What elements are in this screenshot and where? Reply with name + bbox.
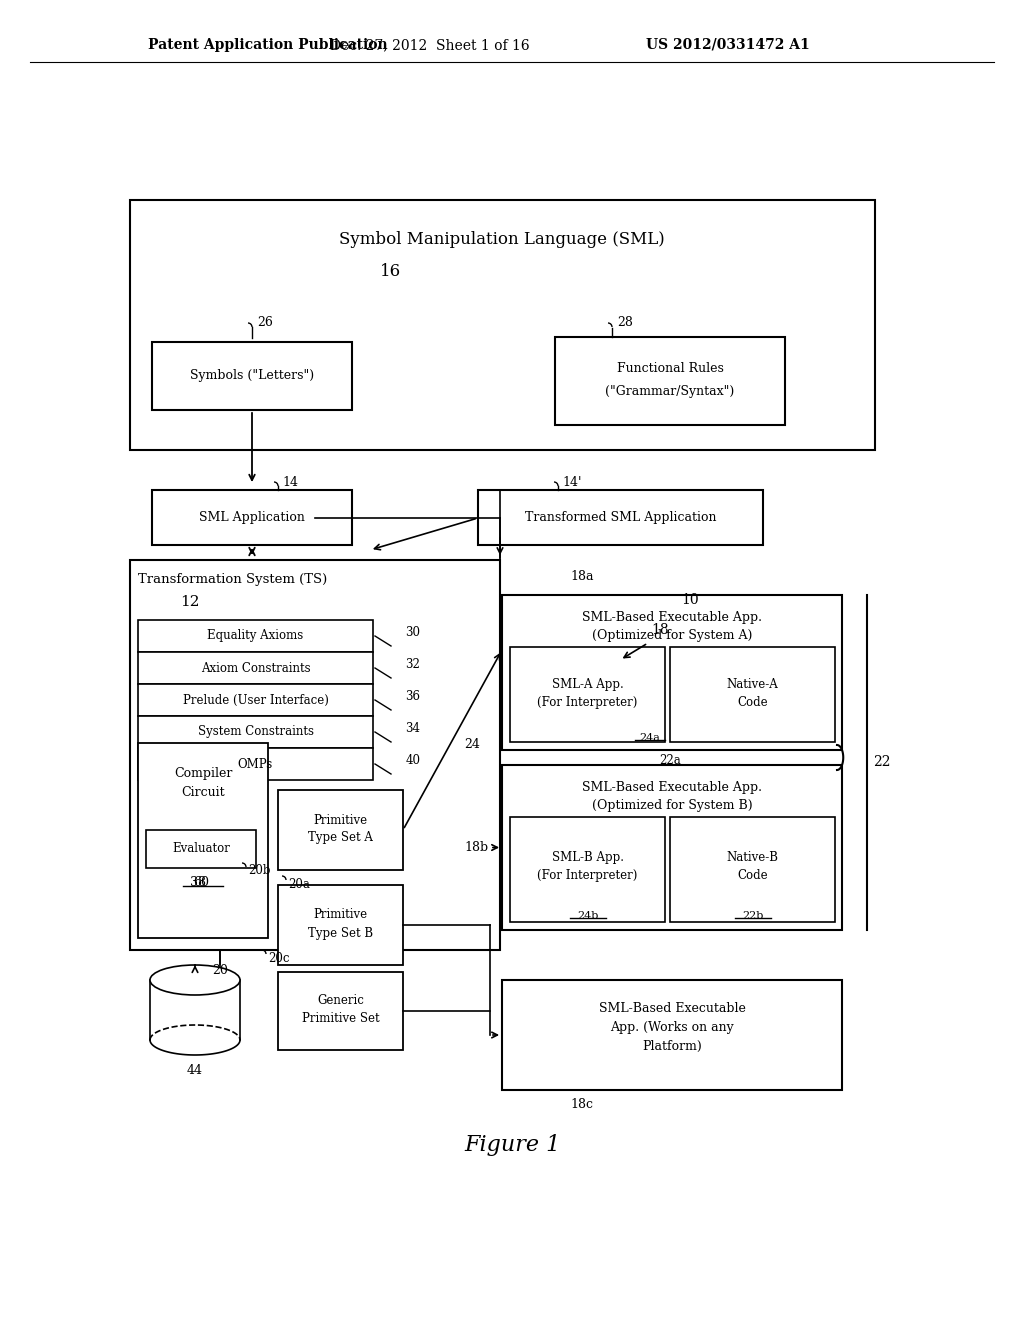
Text: (Optimized for System A): (Optimized for System A) <box>592 628 753 642</box>
Text: 24b: 24b <box>577 911 598 921</box>
Text: 28: 28 <box>617 317 633 330</box>
Text: 22: 22 <box>873 755 891 770</box>
Bar <box>670 817 835 921</box>
Text: 32: 32 <box>406 657 421 671</box>
Bar <box>670 647 835 742</box>
Text: Figure 1: Figure 1 <box>464 1134 560 1156</box>
Bar <box>152 490 352 545</box>
Text: 30: 30 <box>406 626 421 639</box>
Text: 24: 24 <box>464 738 480 751</box>
Text: 20b: 20b <box>248 865 270 878</box>
Bar <box>502 595 842 750</box>
Text: Transformation System (TS): Transformation System (TS) <box>138 573 328 586</box>
Bar <box>502 766 842 931</box>
Text: 34: 34 <box>406 722 421 734</box>
Text: (For Interpreter): (For Interpreter) <box>538 869 638 882</box>
Text: 20a: 20a <box>288 878 310 891</box>
Text: Axiom Constraints: Axiom Constraints <box>201 661 310 675</box>
Text: 18c: 18c <box>570 1098 594 1111</box>
Text: System Constraints: System Constraints <box>198 726 313 738</box>
Text: SML-Based Executable App.: SML-Based Executable App. <box>582 610 762 623</box>
Bar <box>138 620 373 652</box>
Text: Native-B: Native-B <box>726 851 778 865</box>
Text: Code: Code <box>737 696 768 709</box>
Text: ("Grammar/Syntax"): ("Grammar/Syntax") <box>605 384 734 397</box>
Text: Type Set B: Type Set B <box>308 927 373 940</box>
Bar <box>278 789 403 870</box>
Text: SML-B App.: SML-B App. <box>552 851 624 865</box>
Bar <box>138 684 373 715</box>
Ellipse shape <box>150 965 240 995</box>
Text: 26: 26 <box>257 315 273 329</box>
Text: 14': 14' <box>562 475 582 488</box>
Text: 44: 44 <box>187 1064 203 1077</box>
Text: 20c: 20c <box>268 952 290 965</box>
Text: App. (Works on any: App. (Works on any <box>610 1022 734 1035</box>
Text: Prelude (User Interface): Prelude (User Interface) <box>182 693 329 706</box>
Text: Code: Code <box>737 869 768 882</box>
Text: 14: 14 <box>282 475 298 488</box>
Text: Transformed SML Application: Transformed SML Application <box>524 511 716 524</box>
Text: 18: 18 <box>651 623 669 638</box>
Text: 22a: 22a <box>659 754 681 767</box>
Text: 24a: 24a <box>640 733 660 743</box>
Text: US 2012/0331472 A1: US 2012/0331472 A1 <box>646 38 810 51</box>
Text: Symbol Manipulation Language (SML): Symbol Manipulation Language (SML) <box>339 231 665 248</box>
Text: Equality Axioms: Equality Axioms <box>208 630 304 643</box>
Text: Generic: Generic <box>317 994 364 1007</box>
Text: (For Interpreter): (For Interpreter) <box>538 696 638 709</box>
Text: 16: 16 <box>380 264 400 281</box>
Bar <box>278 884 403 965</box>
Bar <box>138 748 373 780</box>
Text: 18a: 18a <box>570 570 594 583</box>
Text: Functional Rules: Functional Rules <box>616 363 723 375</box>
Text: SML Application: SML Application <box>199 511 305 524</box>
Text: (Optimized for System B): (Optimized for System B) <box>592 799 753 812</box>
Text: Primitive: Primitive <box>313 813 368 826</box>
Text: 36: 36 <box>406 689 421 702</box>
Text: Native-A: Native-A <box>727 678 778 690</box>
Text: Circuit: Circuit <box>181 787 225 800</box>
Text: Compiler: Compiler <box>174 767 232 780</box>
Bar <box>146 830 256 869</box>
Text: 40: 40 <box>406 754 421 767</box>
Text: Primitive: Primitive <box>313 908 368 921</box>
Text: Symbols ("Letters"): Symbols ("Letters") <box>189 370 314 383</box>
Text: Primitive Set: Primitive Set <box>302 1012 379 1026</box>
Bar <box>555 337 785 425</box>
Bar <box>152 342 352 411</box>
Bar <box>138 715 373 748</box>
Text: 12: 12 <box>180 595 200 609</box>
Text: SML-Based Executable App.: SML-Based Executable App. <box>582 780 762 793</box>
Text: OMPs: OMPs <box>238 758 273 771</box>
Bar <box>278 972 403 1049</box>
Text: Dec. 27, 2012  Sheet 1 of 16: Dec. 27, 2012 Sheet 1 of 16 <box>330 38 529 51</box>
Text: 10: 10 <box>681 593 698 607</box>
Bar <box>510 817 665 921</box>
Text: Platform): Platform) <box>642 1040 701 1052</box>
Text: SML-Based Executable: SML-Based Executable <box>599 1002 745 1015</box>
Text: 18b: 18b <box>465 841 489 854</box>
Text: Evaluator: Evaluator <box>172 842 230 855</box>
Text: SML-A App.: SML-A App. <box>552 678 624 690</box>
Bar <box>502 979 842 1090</box>
Bar <box>138 743 268 939</box>
Text: Patent Application Publication: Patent Application Publication <box>148 38 388 51</box>
Bar <box>138 652 373 684</box>
Text: 38: 38 <box>190 876 206 890</box>
Text: 60: 60 <box>193 875 209 888</box>
Bar <box>130 560 500 950</box>
Text: Type Set A: Type Set A <box>308 832 373 845</box>
Bar <box>510 647 665 742</box>
Bar <box>130 201 874 450</box>
Bar <box>478 490 763 545</box>
Text: 22b: 22b <box>741 911 763 921</box>
Text: 20: 20 <box>212 964 228 977</box>
